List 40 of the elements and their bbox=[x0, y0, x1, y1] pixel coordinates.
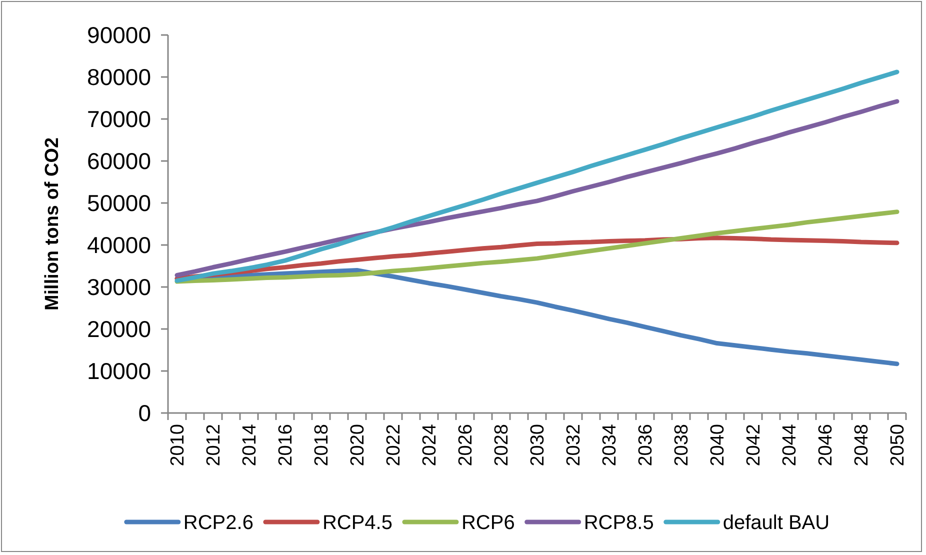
line-series bbox=[174, 70, 900, 283]
x-tick-label: 2046 bbox=[816, 424, 837, 466]
x-tick-label: 2018 bbox=[312, 424, 333, 466]
y-tick-label: 20000 bbox=[87, 316, 151, 342]
y-tick-label: 40000 bbox=[87, 232, 151, 258]
x-tick-label: 2010 bbox=[168, 424, 189, 466]
x-tick-label: 2048 bbox=[852, 424, 873, 466]
y-tick-label: 0 bbox=[138, 400, 151, 426]
x-tick-label: 2024 bbox=[420, 424, 441, 466]
x-tick-label: 2016 bbox=[276, 424, 297, 466]
x-tick-label: 2042 bbox=[744, 424, 765, 466]
y-tick-label: 80000 bbox=[87, 64, 151, 90]
x-tick-label: 2028 bbox=[492, 424, 513, 466]
legend-label: RCP6 bbox=[461, 512, 515, 534]
x-tick-label: 2030 bbox=[528, 424, 549, 466]
legend-label: RCP2.6 bbox=[183, 512, 254, 534]
x-tick-label: 2044 bbox=[780, 424, 801, 466]
line-series bbox=[174, 210, 900, 284]
y-tick-label: 90000 bbox=[87, 22, 151, 48]
legend-label: RCP4.5 bbox=[322, 512, 392, 534]
x-tick-label: 2020 bbox=[348, 424, 369, 466]
y-tick-label: 50000 bbox=[87, 190, 151, 216]
x-tick-label: 2012 bbox=[204, 424, 225, 466]
x-tick-label: 2022 bbox=[384, 424, 405, 466]
x-tick-label: 2040 bbox=[708, 424, 729, 466]
line-series bbox=[174, 99, 900, 278]
y-tick-label: 10000 bbox=[87, 358, 151, 384]
x-tick-label: 2050 bbox=[888, 424, 909, 466]
x-tick-label: 2032 bbox=[564, 424, 585, 466]
legend-label: default BAU bbox=[722, 512, 830, 534]
x-tick-label: 2038 bbox=[672, 424, 693, 466]
legend-label: RCP8.5 bbox=[584, 512, 654, 534]
y-tick-label: 30000 bbox=[87, 274, 151, 300]
x-tick-label: 2014 bbox=[240, 424, 261, 466]
y-tick-label: 60000 bbox=[87, 148, 151, 174]
x-tick-label: 2036 bbox=[636, 424, 657, 466]
y-axis-title: Million tons of CO2 bbox=[42, 137, 63, 311]
x-tick-label: 2034 bbox=[600, 424, 621, 466]
y-tick-label: 70000 bbox=[87, 106, 151, 132]
x-tick-label: 2026 bbox=[456, 424, 477, 466]
